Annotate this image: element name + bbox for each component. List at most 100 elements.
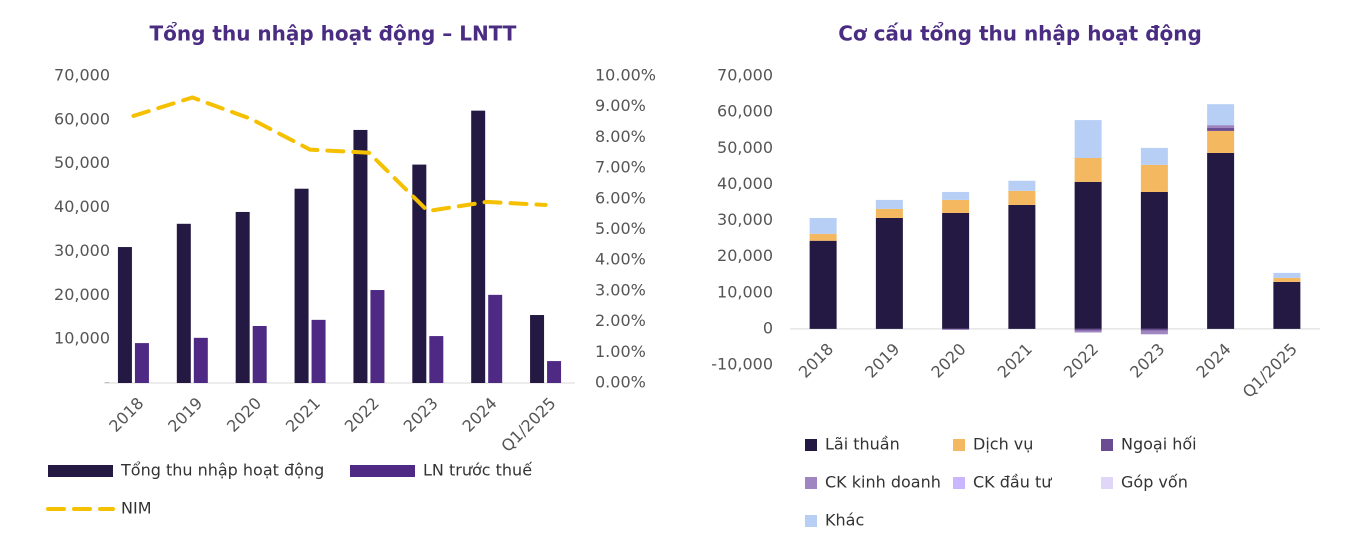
bar — [235, 211, 250, 383]
legend-label: CK đầu tư — [973, 473, 1052, 492]
x-tick-label: 2021 — [994, 339, 1036, 381]
legend-label: CK kinh doanh — [825, 473, 941, 492]
y-tick-label: - — [104, 373, 110, 392]
chart-title: Cơ cấu tổng thu nhập hoạt động — [838, 22, 1202, 46]
bar-segment — [942, 199, 970, 213]
x-tick-label: 2018 — [795, 339, 837, 381]
y2-tick-label: 6.00% — [595, 188, 646, 207]
bar-segment — [1207, 125, 1235, 129]
x-tick-label: 2024 — [1192, 339, 1234, 381]
y-tick-label: 40,000 — [54, 197, 110, 216]
bar — [547, 361, 562, 383]
bar-segment — [942, 212, 970, 329]
y-tick-label: 70,000 — [54, 66, 110, 85]
bar-segment — [875, 208, 903, 218]
bar — [252, 325, 267, 383]
legend-swatch — [48, 465, 113, 477]
bar-segment — [1140, 330, 1168, 335]
bar — [488, 294, 503, 383]
legend-swatch — [1101, 477, 1113, 489]
legend-label: NIM — [121, 499, 152, 518]
bar — [117, 247, 132, 383]
bar-segment — [875, 217, 903, 329]
legend-label: Dịch vụ — [973, 435, 1033, 454]
x-tick-label: 2020 — [927, 339, 969, 381]
bar-segment — [1008, 180, 1036, 191]
bar-segment — [1074, 158, 1102, 182]
y-tick-label: -10,000 — [711, 355, 773, 374]
y-tick-label: 10,000 — [717, 282, 773, 301]
bar-segment — [1140, 328, 1168, 331]
y-tick-label: 60,000 — [717, 102, 773, 121]
y2-tick-label: 3.00% — [595, 280, 646, 299]
x-tick-label: 2023 — [400, 394, 442, 436]
bar — [294, 188, 309, 383]
y2-tick-label: 10.00% — [595, 66, 656, 85]
x-tick-label: 2022 — [341, 394, 383, 436]
bar-segment — [1140, 191, 1168, 329]
legend-swatch — [805, 515, 817, 527]
y-tick-label: 10,000 — [54, 329, 110, 348]
bar — [370, 290, 385, 383]
y-tick-label: 0 — [763, 318, 773, 337]
y2-tick-label: 1.00% — [595, 342, 646, 361]
bar-segment — [1273, 277, 1301, 282]
bar-segment — [809, 240, 837, 329]
bar — [311, 319, 326, 383]
x-tick-label: Q1/2025 — [1239, 339, 1301, 401]
x-tick-label: 2018 — [105, 394, 147, 436]
y-tick-label: 30,000 — [717, 210, 773, 229]
y2-tick-label: 0.00% — [595, 373, 646, 392]
legend-label: Ngoại hối — [1121, 435, 1197, 454]
line-series — [131, 95, 548, 214]
legend-swatch — [953, 439, 965, 451]
bar-segment — [1140, 147, 1168, 165]
y-tick-label: 60,000 — [54, 109, 110, 128]
y2-tick-label: 7.00% — [595, 158, 646, 177]
bar-segment — [1074, 181, 1102, 329]
legend-swatch — [953, 477, 965, 489]
legend-swatch — [805, 477, 817, 489]
y-tick-label: 20,000 — [54, 285, 110, 304]
legend-swatch — [350, 465, 415, 477]
y-tick-label: 50,000 — [717, 138, 773, 157]
legend-label: LN trước thuế — [423, 461, 532, 480]
bar — [412, 164, 427, 383]
x-tick-label: 2024 — [458, 394, 500, 436]
x-tick-label: 2020 — [223, 394, 265, 436]
x-tick-label: 2019 — [861, 339, 903, 381]
legend-label: Góp vốn — [1121, 473, 1188, 492]
bar-segment — [1207, 104, 1235, 126]
y2-tick-label: 8.00% — [595, 127, 646, 146]
bar-segment — [1207, 128, 1235, 131]
bar — [193, 337, 208, 383]
y-tick-label: 50,000 — [54, 153, 110, 172]
bar — [176, 223, 191, 383]
legend-label: Khác — [825, 511, 864, 530]
bar-segment — [942, 191, 970, 200]
legend-label: Lãi thuần — [825, 435, 900, 454]
bar — [134, 343, 149, 383]
x-tick-label: 2022 — [1060, 339, 1102, 381]
bar-segment — [1008, 190, 1036, 205]
x-tick-label: 2021 — [282, 394, 324, 436]
bar-segment — [1074, 120, 1102, 159]
bar-segment — [809, 233, 837, 241]
x-tick-label: 2023 — [1126, 339, 1168, 381]
legend-swatch — [1101, 439, 1113, 451]
bar — [429, 336, 444, 383]
bar-segment — [1207, 130, 1235, 153]
bar — [353, 129, 368, 383]
bar — [530, 315, 545, 383]
bar-segment — [1074, 328, 1102, 331]
bar-segment — [1140, 164, 1168, 192]
legend-label: Tổng thu nhập hoạt động — [120, 461, 324, 480]
x-tick-label: Q1/2025 — [497, 394, 559, 456]
legend-swatch — [805, 439, 817, 451]
bar-segment — [942, 328, 970, 330]
bar-segment — [1273, 272, 1301, 278]
y2-tick-label: 9.00% — [595, 96, 646, 115]
chart-title: Tổng thu nhập hoạt động – LNTT — [150, 22, 517, 46]
y-tick-label: 20,000 — [717, 246, 773, 265]
